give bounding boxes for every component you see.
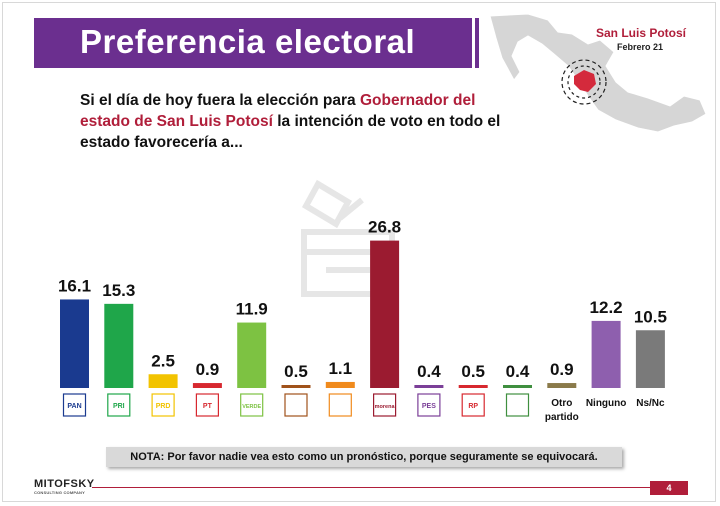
logo-text: MITOFSKY [34,478,95,490]
party-logo-movimiento-ciudadano-icon [328,393,352,417]
party-logo-rsp-icon [461,393,485,417]
value-label-morena: 26.8 [368,218,401,237]
party-logo-verde-icon [240,393,264,417]
party-logo-pri-icon [107,393,131,417]
party-logo-text-pes: PES [422,403,436,410]
title-band [34,18,482,68]
party-logo-fuerza-por-m-xico-icon [505,393,530,417]
party-logo-text-pri: PRI [113,403,125,410]
bar-pes [414,385,444,388]
question-text: Si el día de hoy fuera la elección para … [80,90,520,153]
party-logo-pan-icon [62,393,87,417]
question-part1: Si el día de hoy fuera la elección para [80,92,360,109]
category-label-ns-nc: Ns/Nc [636,398,665,409]
bar-otro-partido [547,383,577,388]
value-label-prd: 2.5 [151,351,175,370]
party-logo-pt-icon [195,393,219,417]
value-label-rsp: 0.5 [461,362,485,381]
page-number: 4 [650,481,688,495]
value-label-pes: 0.4 [417,362,441,381]
map-state-label: San Luis Potosí [596,26,687,40]
bar-movimiento-ciudadano [325,381,355,388]
bar-prd [148,374,178,388]
bar-pt [192,383,222,388]
party-logo-text-morena: morena [375,404,396,410]
footer-line [92,487,688,488]
category-label-otro-partido-1: Otro [551,398,572,409]
note-box: NOTA: Por favor nadie vea esto como un p… [106,447,622,467]
map-date-label: Febrero 21 [617,42,664,52]
bar-redes-sociales-progresistas [281,385,311,388]
category-label-ninguno: Ninguno [586,398,627,409]
value-label-movimiento-ciudadano: 1.1 [328,359,352,378]
bar-pri [104,303,134,388]
party-logo-text-pan: PAN [67,403,81,410]
party-logo-text-verde: VERDE [242,404,261,410]
value-label-redes-sociales-progresistas: 0.5 [284,362,308,381]
mitofsky-logo: MITOFSKY CONSULTING COMPANY [34,478,95,495]
question-part2: la intención de voto en todo el estado f… [80,113,501,151]
value-label-pt: 0.9 [196,360,220,379]
bar-fuerza-por-m-xico [503,385,532,388]
value-label-otro-partido: 0.9 [550,360,574,379]
value-label-verde: 11.9 [236,300,268,319]
bar-ninguno [591,320,621,388]
bar-ns-nc [635,330,665,388]
bar-pan [60,299,89,388]
mexico-map-icon [489,13,707,133]
title-band-stripe [475,18,479,68]
party-logo-prd-icon [151,393,175,417]
question-highlight: Gobernador del estado de San Luis Potosí [80,92,476,130]
value-label-pan: 16.1 [58,276,91,295]
party-logo-text-pt: PT [203,403,213,410]
party-logo-text-rsp: RP [468,403,478,410]
value-label-ns-nc: 10.5 [634,307,667,326]
bar-rsp [458,385,488,388]
page-title: Preferencia electoral [80,23,416,60]
party-logo-text-prd: PRD [156,403,171,410]
category-label-otro-partido-2: partido [545,412,579,423]
bar-morena [370,240,400,388]
party-logo-morena-icon [373,393,397,417]
party-logo-redes-sociales-progresistas-icon [284,393,308,417]
value-label-pri: 15.3 [102,281,135,300]
value-label-fuerza-por-m-xico: 0.4 [506,362,530,381]
logo-subtext: CONSULTING COMPANY [34,490,86,495]
value-label-ninguno: 12.2 [590,298,623,317]
bar-verde [237,322,267,388]
party-logo-pes-icon [417,393,441,417]
